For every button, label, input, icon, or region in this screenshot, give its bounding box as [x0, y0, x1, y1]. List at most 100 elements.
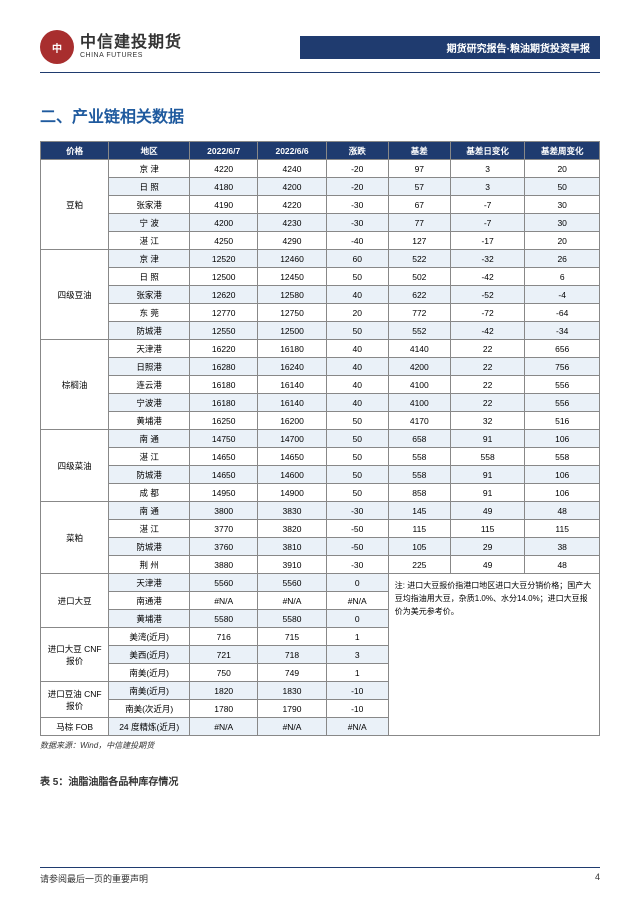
data-cell: 天津港	[109, 340, 190, 358]
data-cell: 张家港	[109, 286, 190, 304]
data-cell: -4	[525, 286, 600, 304]
data-cell: 22	[450, 340, 525, 358]
data-cell: 716	[190, 628, 258, 646]
data-cell: 749	[258, 664, 326, 682]
data-cell: 12500	[190, 268, 258, 286]
data-cell: -42	[450, 268, 525, 286]
data-cell: 1790	[258, 700, 326, 718]
data-cell: 558	[525, 448, 600, 466]
footer-page-number: 4	[595, 872, 600, 885]
data-cell: 49	[450, 502, 525, 520]
data-cell: 12750	[258, 304, 326, 322]
data-cell: 40	[326, 394, 388, 412]
data-cell: 南美(近月)	[109, 682, 190, 700]
logo-block: 中 中信建投期货 CHINA FUTURES	[40, 30, 182, 64]
data-cell: 1	[326, 628, 388, 646]
data-cell: 38	[525, 538, 600, 556]
data-cell: 30	[525, 196, 600, 214]
table-row: 湛 江146501465050558558558	[41, 448, 600, 466]
table-row: 防城港125501250050552-42-34	[41, 322, 600, 340]
data-cell: 225	[388, 556, 450, 574]
data-cell: 556	[525, 394, 600, 412]
data-cell: 4100	[388, 376, 450, 394]
col-header: 地区	[109, 142, 190, 160]
source-note: 数据来源：Wind，中信建投期货	[40, 740, 600, 751]
data-cell: 荆 州	[109, 556, 190, 574]
col-header: 基差	[388, 142, 450, 160]
data-cell: 91	[450, 466, 525, 484]
table-row: 张家港126201258040622-52-4	[41, 286, 600, 304]
data-cell: 美西(近月)	[109, 646, 190, 664]
data-cell: 20	[326, 304, 388, 322]
data-cell: 湛 江	[109, 520, 190, 538]
data-cell: 22	[450, 358, 525, 376]
data-cell: 4230	[258, 214, 326, 232]
table-row: 湛 江37703820-50115115115	[41, 520, 600, 538]
data-cell: 48	[525, 502, 600, 520]
data-cell: 115	[388, 520, 450, 538]
table-row: 日 照41804200-2057350	[41, 178, 600, 196]
data-cell: 16180	[190, 394, 258, 412]
data-cell: 3810	[258, 538, 326, 556]
logo-text-cn: 中信建投期货	[80, 34, 182, 52]
data-cell: 4200	[388, 358, 450, 376]
data-cell: #N/A	[258, 718, 326, 736]
data-cell: -20	[326, 160, 388, 178]
table-row: 四级菜油南 通14750147005065891106	[41, 430, 600, 448]
data-cell: 14750	[190, 430, 258, 448]
table-row: 黄埔港162501620050417032516	[41, 412, 600, 430]
data-cell: 14600	[258, 466, 326, 484]
category-cell: 进口大豆	[41, 574, 109, 628]
data-cell: 12500	[258, 322, 326, 340]
category-cell: 马棕 FOB	[41, 718, 109, 736]
data-cell: 14900	[258, 484, 326, 502]
data-cell: 4290	[258, 232, 326, 250]
data-cell: 106	[525, 466, 600, 484]
data-cell: 715	[258, 628, 326, 646]
data-cell: 48	[525, 556, 600, 574]
data-cell: 50	[326, 322, 388, 340]
data-cell: 12520	[190, 250, 258, 268]
data-cell: 南通港	[109, 592, 190, 610]
data-cell: 50	[326, 268, 388, 286]
data-cell: 成 都	[109, 484, 190, 502]
table-row: 荆 州38803910-302254948	[41, 556, 600, 574]
data-cell: 南 通	[109, 502, 190, 520]
data-cell: 0	[326, 610, 388, 628]
table-row: 宁 波42004230-3077-730	[41, 214, 600, 232]
logo-text-en: CHINA FUTURES	[80, 52, 182, 60]
data-cell: 3770	[190, 520, 258, 538]
data-cell: 3	[326, 646, 388, 664]
data-cell: 656	[525, 340, 600, 358]
data-cell: 4250	[190, 232, 258, 250]
data-cell: 32	[450, 412, 525, 430]
data-cell: 115	[450, 520, 525, 538]
data-cell: 16180	[190, 376, 258, 394]
data-cell: 772	[388, 304, 450, 322]
data-cell: 16250	[190, 412, 258, 430]
data-cell: 黄埔港	[109, 412, 190, 430]
data-cell: 天津港	[109, 574, 190, 592]
data-cell: 756	[525, 358, 600, 376]
category-cell: 进口大豆 CNF 报价	[41, 628, 109, 682]
col-header: 2022/6/7	[190, 142, 258, 160]
data-cell: 516	[525, 412, 600, 430]
table-row: 湛 江42504290-40127-1720	[41, 232, 600, 250]
data-cell: 14700	[258, 430, 326, 448]
data-cell: 日 照	[109, 268, 190, 286]
data-cell: 40	[326, 376, 388, 394]
table-row: 东 莞127701275020772-72-64	[41, 304, 600, 322]
data-cell: 40	[326, 340, 388, 358]
data-cell: 12550	[190, 322, 258, 340]
data-cell: 67	[388, 196, 450, 214]
data-cell: 26	[525, 250, 600, 268]
data-cell: 防城港	[109, 466, 190, 484]
data-cell: 5560	[190, 574, 258, 592]
data-cell: 50	[326, 484, 388, 502]
data-cell: -32	[450, 250, 525, 268]
data-cell: 77	[388, 214, 450, 232]
data-cell: 16200	[258, 412, 326, 430]
header-banner: 期货研究报告·粮油期货投资早报	[300, 36, 600, 59]
data-cell: 106	[525, 484, 600, 502]
data-cell: 14650	[190, 466, 258, 484]
